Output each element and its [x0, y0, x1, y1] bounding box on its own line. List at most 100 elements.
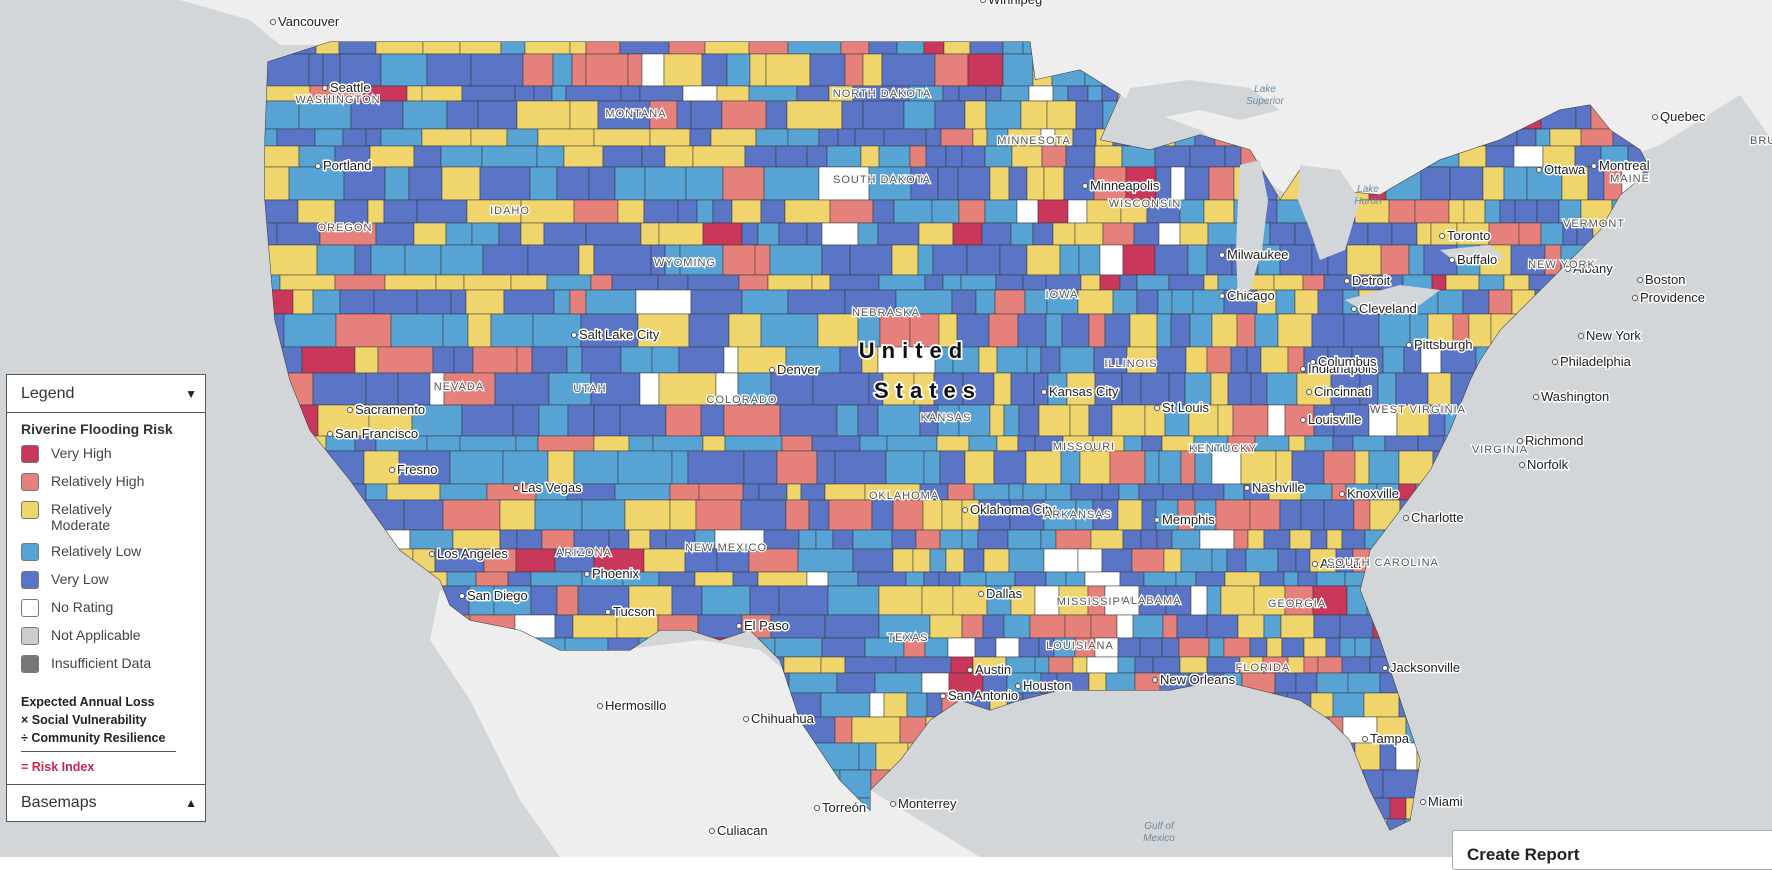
county[interactable]	[997, 347, 1027, 373]
county[interactable]	[858, 572, 906, 586]
county[interactable]	[1599, 657, 1621, 673]
county[interactable]	[317, 245, 355, 275]
county[interactable]	[1643, 436, 1658, 451]
county[interactable]	[1135, 673, 1160, 693]
county[interactable]	[280, 586, 306, 615]
county[interactable]	[1195, 451, 1212, 484]
county[interactable]	[620, 405, 666, 436]
county[interactable]	[1532, 405, 1557, 436]
county[interactable]	[872, 500, 893, 530]
county[interactable]	[582, 347, 621, 373]
county[interactable]	[994, 373, 1011, 405]
county[interactable]	[789, 673, 837, 693]
county[interactable]	[1379, 314, 1410, 347]
county[interactable]	[1643, 693, 1674, 717]
county[interactable]	[1454, 530, 1473, 549]
county[interactable]	[887, 436, 937, 451]
county[interactable]	[1349, 770, 1364, 798]
county[interactable]	[1123, 245, 1155, 275]
county[interactable]	[1369, 451, 1399, 484]
county[interactable]	[1209, 167, 1234, 200]
county[interactable]	[262, 484, 308, 500]
county[interactable]	[960, 819, 989, 848]
county[interactable]	[908, 743, 940, 770]
county[interactable]	[1347, 586, 1367, 615]
county[interactable]	[837, 673, 875, 693]
county[interactable]	[1224, 484, 1244, 500]
county[interactable]	[1421, 638, 1454, 657]
county[interactable]	[370, 146, 414, 167]
county[interactable]	[594, 245, 651, 275]
county[interactable]	[750, 54, 766, 86]
county[interactable]	[1211, 373, 1228, 405]
county[interactable]	[1354, 500, 1370, 530]
county[interactable]	[402, 615, 434, 638]
county[interactable]	[615, 167, 645, 200]
county[interactable]	[441, 146, 482, 167]
county[interactable]	[1250, 638, 1267, 657]
county[interactable]	[1618, 743, 1632, 770]
county[interactable]	[462, 86, 515, 101]
county[interactable]	[1342, 530, 1365, 549]
county[interactable]	[1453, 549, 1477, 572]
county[interactable]	[1512, 405, 1532, 436]
county[interactable]	[328, 615, 371, 638]
county[interactable]	[1370, 500, 1400, 530]
county[interactable]	[1169, 743, 1204, 770]
county[interactable]	[644, 200, 678, 223]
county[interactable]	[996, 275, 1023, 290]
county[interactable]	[323, 549, 359, 572]
county[interactable]	[1220, 717, 1244, 743]
county[interactable]	[1171, 314, 1190, 347]
county[interactable]	[1564, 657, 1599, 673]
county[interactable]	[1588, 572, 1613, 586]
county[interactable]	[640, 373, 659, 405]
county[interactable]	[1501, 770, 1523, 798]
county[interactable]	[688, 275, 739, 290]
county[interactable]	[351, 530, 368, 549]
county[interactable]	[1062, 314, 1089, 347]
county[interactable]	[1522, 314, 1548, 347]
county[interactable]	[491, 314, 533, 347]
county[interactable]	[650, 530, 666, 549]
county[interactable]	[741, 500, 786, 530]
county[interactable]	[508, 572, 531, 586]
county[interactable]	[653, 436, 703, 451]
county[interactable]	[570, 101, 598, 129]
county[interactable]	[1196, 572, 1225, 586]
county[interactable]	[1581, 129, 1613, 146]
county[interactable]	[381, 129, 422, 146]
county[interactable]	[1580, 549, 1606, 572]
county[interactable]	[1413, 572, 1432, 586]
county[interactable]	[1504, 167, 1527, 200]
county[interactable]	[417, 290, 451, 314]
county[interactable]	[359, 549, 413, 572]
county[interactable]	[743, 484, 759, 500]
county[interactable]	[1489, 223, 1519, 245]
county[interactable]	[535, 500, 582, 530]
county[interactable]	[727, 54, 750, 86]
county[interactable]	[515, 86, 534, 101]
county[interactable]	[1486, 146, 1514, 167]
county[interactable]	[1548, 673, 1571, 693]
county[interactable]	[1204, 743, 1238, 770]
county[interactable]	[1464, 200, 1485, 223]
county[interactable]	[869, 40, 897, 54]
county[interactable]	[1436, 717, 1452, 743]
county[interactable]	[841, 40, 869, 54]
county[interactable]	[1533, 657, 1564, 673]
county[interactable]	[863, 54, 882, 86]
county[interactable]	[308, 484, 349, 500]
county[interactable]	[1237, 314, 1255, 347]
county[interactable]	[1264, 530, 1290, 549]
county[interactable]	[927, 693, 942, 717]
county[interactable]	[387, 770, 440, 798]
county[interactable]	[262, 405, 318, 436]
county[interactable]	[1296, 549, 1310, 572]
county[interactable]	[262, 819, 314, 848]
county[interactable]	[1157, 530, 1172, 549]
county[interactable]	[440, 484, 487, 500]
county[interactable]	[1016, 819, 1030, 848]
county[interactable]	[968, 54, 1003, 86]
